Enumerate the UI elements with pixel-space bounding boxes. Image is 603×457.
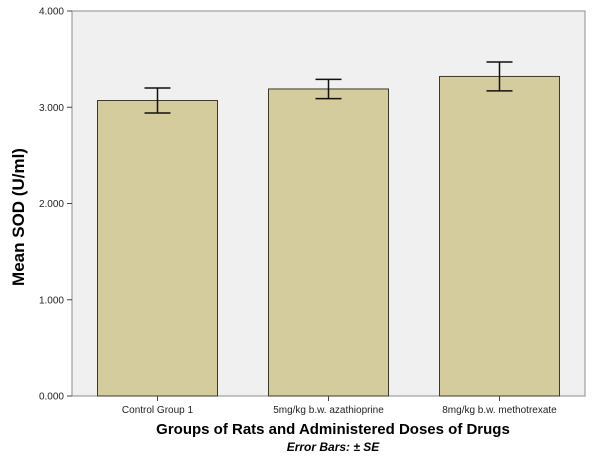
error-bars-group [144,61,513,114]
x-tick-label: Control Group 1 [122,405,194,416]
y-tick-label: 2.000 [39,199,64,210]
x-tick-label: 8mg/kg b.w. methotrexate [442,405,557,416]
y-axis-title: Mean SOD (U/ml) [9,148,28,286]
error-bar [315,78,342,100]
error-bar [486,61,513,92]
error-bars-note: Error Bars: ± SE [287,440,381,454]
x-axis-title: Groups of Rats and Administered Doses of… [156,421,510,438]
error-bar [144,87,171,114]
bar [268,88,389,397]
bar [97,100,218,397]
bar [439,75,560,397]
y-tick-label: 0.000 [39,392,64,403]
y-tick-label: 4.000 [39,7,64,18]
y-tick-label: 1.000 [39,295,64,306]
x-tick-label: 5mg/kg b.w. azathioprine [273,405,384,416]
bars-group [97,75,560,397]
y-tick-label: 3.000 [39,103,64,114]
x-axis: Control Group 1 5mg/kg b.w. azathioprine 8… [122,396,557,416]
y-axis: 0.000 1.000 2.000 3.000 4.000 [39,7,72,403]
